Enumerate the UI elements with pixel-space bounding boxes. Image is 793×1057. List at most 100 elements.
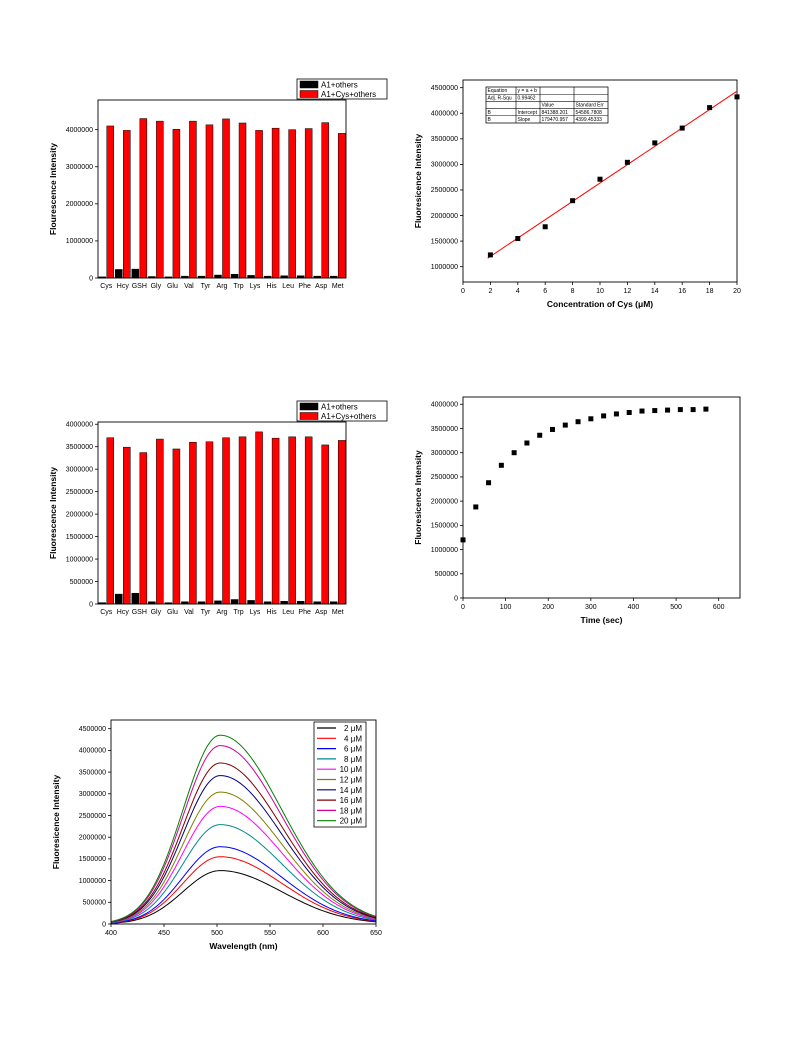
- table-cell-text: 54586.7808: [576, 110, 603, 116]
- table-cell-text: Value: [542, 103, 555, 109]
- bar-a1-cys-others-tyr: [205, 441, 214, 605]
- legend-label: 2 μM: [344, 724, 362, 733]
- y-tick-label: 3000000: [66, 164, 93, 171]
- bar-a1-cys-others-arg: [222, 437, 230, 605]
- legend-label: 18 μM: [340, 806, 363, 815]
- x-tick-label: 12: [624, 288, 632, 295]
- bar-a1-cys-others-hcy: [123, 130, 131, 279]
- legend-label: 10 μM: [340, 765, 363, 774]
- legend-swatch: [299, 402, 319, 411]
- data-point: [537, 432, 543, 438]
- y-tick-label: 1000000: [66, 238, 93, 245]
- bar-a1-cys-others-met: [337, 440, 346, 605]
- legend-label: 8 μM: [344, 755, 362, 764]
- data-point: [549, 426, 555, 432]
- data-point: [626, 409, 632, 415]
- data-point: [487, 252, 493, 258]
- linear-fit-line: [487, 90, 738, 259]
- data-point: [707, 105, 713, 111]
- y-axis-label: Fluoresicence Intensity: [413, 450, 423, 545]
- data-point: [652, 140, 658, 146]
- y-tick-label: 4500000: [79, 726, 106, 733]
- spectrum-line-2: [110, 856, 377, 924]
- data-point: [570, 198, 576, 204]
- x-tick-label: Asp: [315, 283, 327, 290]
- table-cell: [573, 115, 609, 124]
- table-cell-text: B: [488, 110, 492, 116]
- legend-label: 16 μM: [340, 796, 363, 805]
- spectrum-line-6: [110, 791, 377, 923]
- table-cell-text: B: [488, 117, 492, 123]
- x-tick-label: 16: [678, 288, 686, 295]
- x-tick-label: Glu: [167, 609, 178, 616]
- legend-label: 14 μM: [340, 786, 363, 795]
- y-tick-label: 1500000: [431, 238, 458, 245]
- x-tick-label: 14: [651, 288, 659, 295]
- legend-label: 4 μM: [344, 734, 362, 743]
- data-point: [542, 224, 548, 230]
- y-tick-label: 1500000: [66, 534, 93, 541]
- y-tick-label: 4000000: [431, 402, 458, 409]
- data-point: [639, 408, 645, 414]
- bar-a1-cys-others-leu: [288, 129, 296, 279]
- y-tick-label: 1500000: [79, 856, 106, 863]
- y-tick-label: 2000000: [66, 201, 93, 208]
- x-tick-label: Gly: [151, 283, 162, 290]
- bar-a1-cys-others-glu: [172, 448, 181, 605]
- table-border: [485, 86, 609, 124]
- y-tick-label: 2500000: [66, 489, 93, 496]
- legend-label: A1+others: [321, 403, 358, 412]
- table-cell-text: 4399.45333: [576, 117, 603, 123]
- data-point: [515, 236, 521, 242]
- data-point: [652, 408, 658, 414]
- y-tick-label: 2500000: [431, 474, 458, 481]
- legend-swatch: [299, 412, 319, 420]
- data-point: [498, 462, 504, 468]
- bar-a1-cys-others-phe: [304, 436, 313, 605]
- x-tick-label: GSH: [132, 283, 147, 290]
- x-tick-label: 600: [317, 930, 329, 937]
- spectrum-line-8: [110, 762, 377, 923]
- data-point: [575, 419, 581, 425]
- bar-a1-cys-others-val: [189, 120, 197, 279]
- bar-a1-cys-others-his: [271, 127, 280, 279]
- x-tick-label: Phe: [298, 283, 311, 290]
- x-tick-label: Hcy: [117, 283, 130, 290]
- data-point: [665, 407, 671, 413]
- legend-label: 12 μM: [340, 776, 363, 785]
- x-tick-label: 450: [158, 930, 170, 937]
- table-cell-text: Equation: [488, 88, 508, 94]
- x-tick-label: 10: [596, 288, 604, 295]
- data-point: [679, 125, 685, 131]
- data-point: [690, 407, 696, 413]
- bar-a1-cys-others-cys: [106, 125, 115, 279]
- legend-label: A1+Cys+others: [321, 90, 376, 99]
- y-tick-label: 3000000: [431, 450, 458, 457]
- line-chart-spectra: 0 500000 1000000 1500000 2000000 2500000 30000…: [51, 719, 382, 951]
- bar-a1-cys-others-gly: [156, 120, 164, 279]
- legend-label: 20 μM: [340, 817, 363, 826]
- plot-frame: [110, 719, 377, 925]
- legend-label: A1+Cys+others: [321, 412, 376, 421]
- data-point: [562, 422, 568, 428]
- data-point: [588, 416, 594, 422]
- spectrum-line-4: [110, 824, 377, 924]
- bar-a1-cys-others-gsh: [139, 118, 148, 279]
- x-tick-label: Tyr: [201, 283, 211, 290]
- x-tick-label: 650: [370, 930, 382, 937]
- y-tick-label: 500000: [83, 900, 106, 907]
- spectrum-line-7: [110, 775, 377, 923]
- bar-a1-cys-others-lys: [255, 431, 263, 605]
- x-tick-label: Leu: [282, 609, 294, 616]
- y-tick-label: 1000000: [431, 264, 458, 271]
- bar-a1-others-arg: [214, 600, 222, 605]
- x-tick-label: 550: [264, 930, 276, 937]
- x-tick-label: Met: [332, 609, 344, 616]
- x-tick-label: GSH: [132, 609, 147, 616]
- bar-a1-others-gsh: [131, 268, 140, 279]
- y-axis-label: Fluoresicence Intensity: [51, 774, 61, 869]
- data-point: [624, 159, 630, 165]
- y-tick-label: 2500000: [79, 813, 106, 820]
- y-tick-label: 500000: [70, 579, 93, 586]
- plot-frame: [97, 421, 347, 605]
